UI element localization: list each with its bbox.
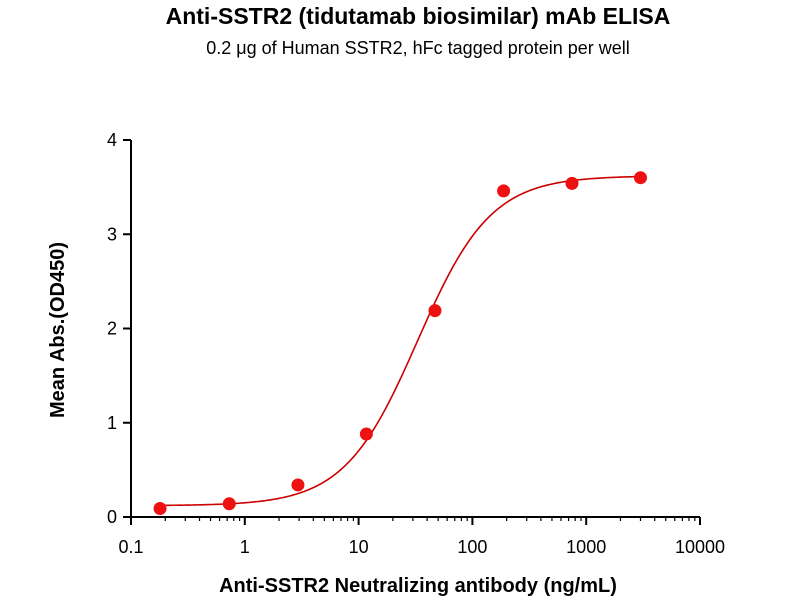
- y-tick-label: 1: [107, 413, 117, 433]
- y-tick-label: 0: [107, 507, 117, 527]
- x-tick-label: 10000: [675, 537, 725, 557]
- x-tick-label: 10: [349, 537, 369, 557]
- data-point: [633, 171, 647, 185]
- data-point: [222, 497, 236, 511]
- y-axis-label: Mean Abs.(OD450): [47, 242, 69, 418]
- y-tick-label: 3: [107, 224, 117, 244]
- y-tick-label: 2: [107, 319, 117, 339]
- data-point: [428, 304, 442, 318]
- x-tick-label: 0.1: [118, 537, 143, 557]
- x-tick-label: 100: [457, 537, 487, 557]
- data-point: [565, 176, 579, 190]
- y-axis-ticks: 0 1 2 3 4: [107, 130, 131, 527]
- data-point: [497, 184, 511, 198]
- data-point: [153, 502, 167, 516]
- data-point: [291, 478, 305, 492]
- data-point: [359, 427, 373, 441]
- fit-curve: [160, 175, 641, 507]
- data-points: [153, 171, 647, 516]
- x-tick-label: 1: [240, 537, 250, 557]
- chart-title: Anti-SSTR2 (tidutamab biosimilar) mAb EL…: [166, 3, 671, 29]
- y-tick-label: 4: [107, 130, 117, 150]
- x-axis-ticks: 0.1 1 10 100 1000 10000: [118, 517, 725, 557]
- x-tick-label: 1000: [566, 537, 606, 557]
- chart-subtitle: 0.2 μg of Human SSTR2, hFc tagged protei…: [206, 38, 630, 58]
- x-axis-label: Anti-SSTR2 Neutralizing antibody (ng/mL): [219, 575, 617, 597]
